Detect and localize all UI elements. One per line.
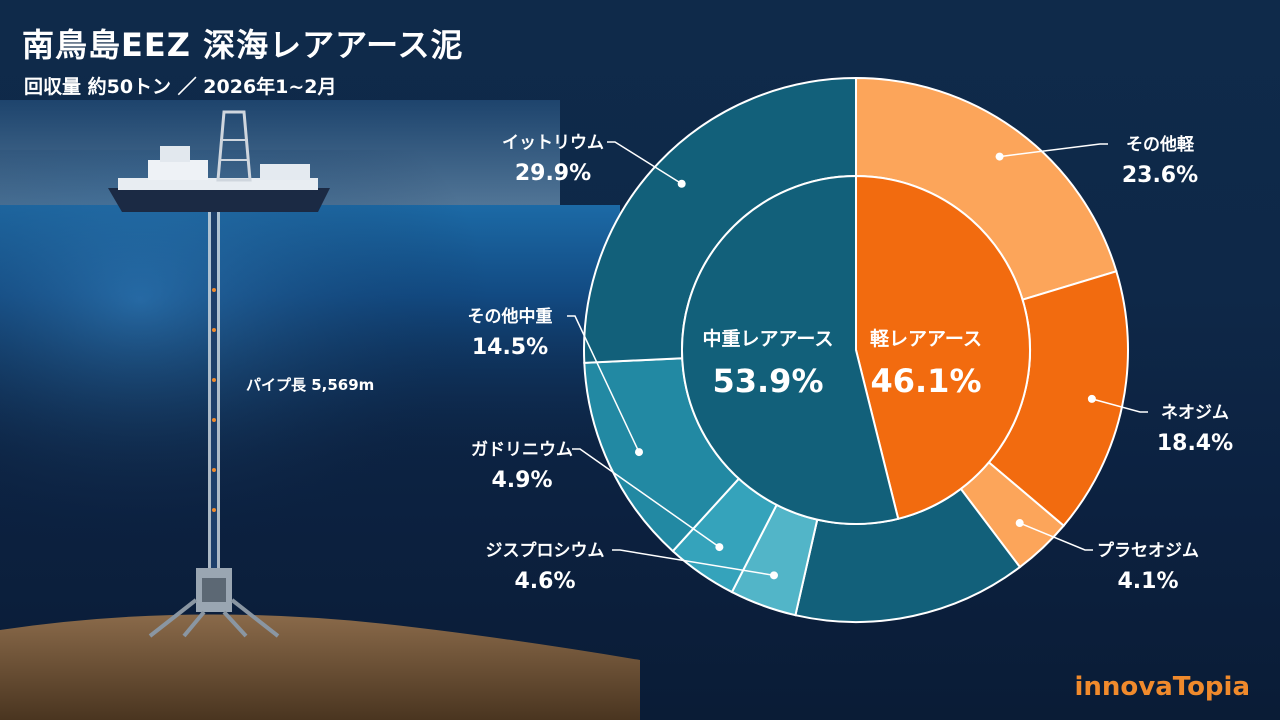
outer-value-7: 29.9% bbox=[515, 161, 591, 186]
callout-line-4 bbox=[612, 549, 775, 577]
page-subtitle: 回収量 約50トン ／ 2026年1~2月 bbox=[24, 76, 337, 98]
brand-logo: innovaTopia bbox=[1074, 672, 1251, 702]
outer-value-1: 18.4% bbox=[1157, 431, 1233, 456]
outer-value-0: 23.6% bbox=[1122, 163, 1198, 188]
outer-label-5: ガドリニウム bbox=[471, 440, 573, 460]
callout-line-1 bbox=[1091, 398, 1148, 413]
outer-label-7: イットリウム bbox=[502, 133, 604, 153]
outer-value-2: 4.1% bbox=[1117, 569, 1178, 594]
outer-label-0: その他軽 bbox=[1126, 134, 1195, 155]
inner-slice-light bbox=[855, 174, 1031, 521]
inner-slice-heavy bbox=[681, 174, 900, 525]
riser-pipe bbox=[208, 212, 220, 572]
callout-line-0 bbox=[999, 143, 1108, 158]
collector-machine bbox=[148, 568, 280, 638]
page-title: 南鳥島EEZ 深海レアアース泥 bbox=[22, 26, 464, 64]
outer-value-5: 4.9% bbox=[491, 468, 552, 493]
seabed bbox=[0, 614, 640, 720]
inner-value-light: 46.1% bbox=[870, 362, 981, 400]
inner-value-heavy: 53.9% bbox=[712, 362, 823, 400]
pipe-length-label: パイプ長 5,569m bbox=[246, 376, 375, 394]
inner-label-heavy: 中重レアアース bbox=[703, 327, 834, 350]
ship bbox=[108, 110, 330, 212]
callout-line-2 bbox=[1019, 522, 1093, 551]
callout-line-5 bbox=[572, 448, 720, 548]
outer-value-4: 4.6% bbox=[514, 569, 575, 594]
outer-label-4: ジスプロシウム bbox=[486, 540, 605, 561]
outer-label-1: ネオジム bbox=[1161, 403, 1229, 423]
outer-value-6: 14.5% bbox=[472, 335, 548, 360]
outer-label-6: その他中重 bbox=[468, 306, 553, 327]
outer-label-2: プラセオジム bbox=[1097, 540, 1199, 561]
callout-line-7 bbox=[607, 141, 683, 185]
callout-line-6 bbox=[567, 315, 640, 453]
inner-label-light: 軽レアアース bbox=[870, 328, 982, 350]
sea-glow bbox=[0, 150, 700, 650]
